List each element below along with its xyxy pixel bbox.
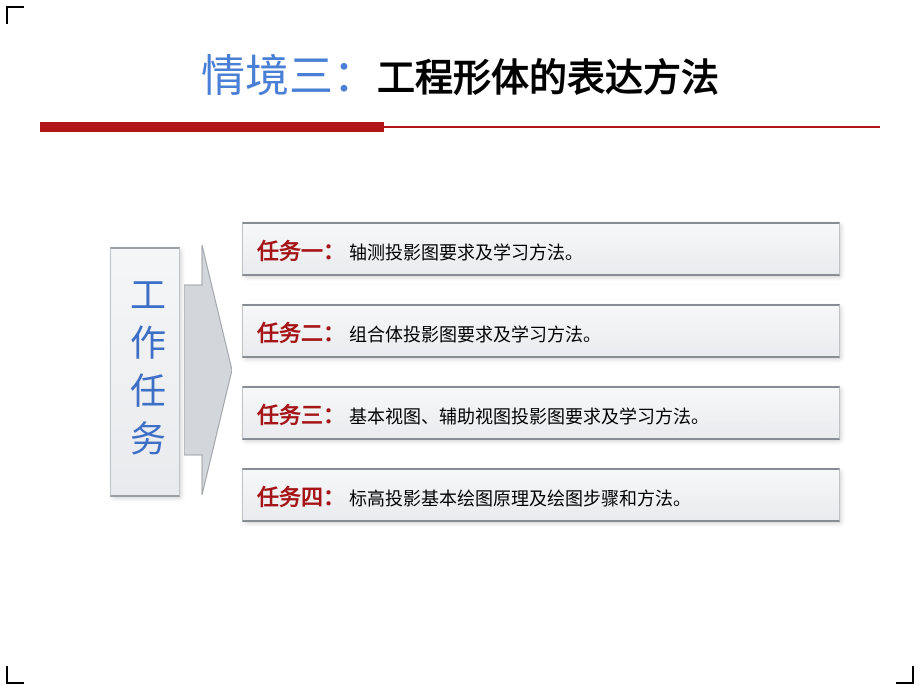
task-item-3: 任务三： 基本视图、辅助视图投影图要求及学习方法。 — [242, 386, 840, 440]
content-area: 工作任务 任务一： 轴测投影图要求及学习方法。 任务二： 组合体投影图要求及学习… — [40, 222, 880, 522]
task-item-1: 任务一： 轴测投影图要求及学习方法。 — [242, 222, 840, 276]
slide-title: 情境三： 工程形体的表达方法 — [40, 40, 880, 104]
task-label: 任务一： — [257, 234, 345, 266]
vertical-label-box: 工作任务 — [110, 247, 180, 497]
task-item-4: 任务四： 标高投影基本绘图原理及绘图步骤和方法。 — [242, 468, 840, 522]
vertical-label-text: 工作任务 — [119, 276, 171, 468]
task-desc: 标高投影基本绘图原理及绘图步骤和方法。 — [349, 485, 691, 511]
underline-thin — [384, 126, 880, 128]
task-desc: 组合体投影图要求及学习方法。 — [349, 321, 601, 347]
task-list: 任务一： 轴测投影图要求及学习方法。 任务二： 组合体投影图要求及学习方法。 任… — [242, 222, 840, 522]
corner-decoration-bl — [6, 666, 24, 684]
task-desc: 基本视图、辅助视图投影图要求及学习方法。 — [349, 403, 709, 429]
arrow-icon — [184, 245, 232, 500]
title-prefix: 情境三： — [201, 40, 377, 104]
task-item-2: 任务二： 组合体投影图要求及学习方法。 — [242, 304, 840, 358]
title-underline — [40, 122, 880, 132]
task-label: 任务二： — [257, 316, 345, 348]
corner-decoration-br — [896, 666, 914, 684]
task-desc: 轴测投影图要求及学习方法。 — [349, 239, 583, 265]
task-label: 任务三： — [257, 398, 345, 430]
corner-decoration-tl — [6, 6, 24, 24]
slide-container: 情境三： 工程形体的表达方法 工作任务 任务一： 轴测投影图要求及学习方法。 任… — [0, 0, 920, 690]
title-suffix: 工程形体的表达方法 — [377, 47, 719, 102]
underline-thick — [40, 122, 384, 132]
task-label: 任务四： — [257, 480, 345, 512]
